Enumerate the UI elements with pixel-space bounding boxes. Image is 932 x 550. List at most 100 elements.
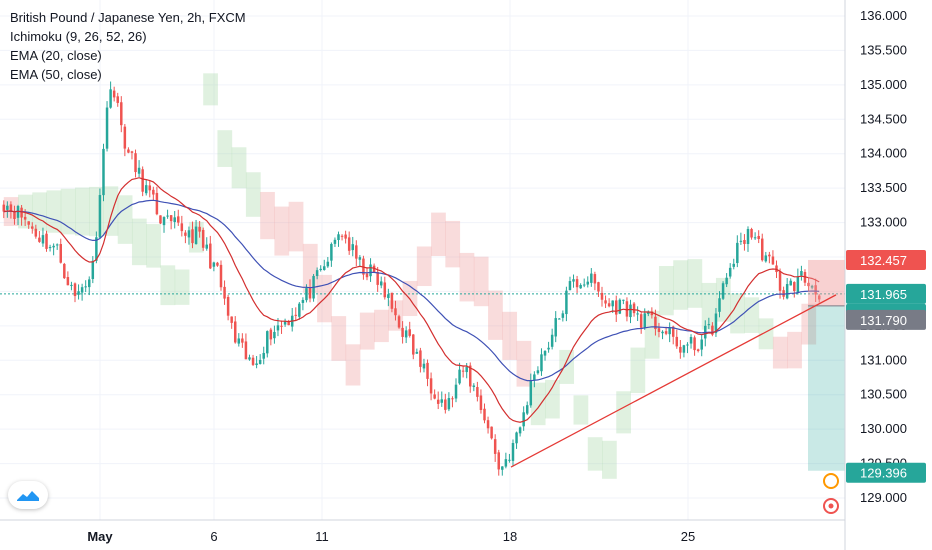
candle-body [636,313,639,315]
candle-body [13,211,16,219]
candle-body [255,363,258,366]
candle-body [743,240,746,244]
candle-body [66,277,70,286]
candle-body [298,303,301,317]
candle-body [116,96,119,103]
cloud-segment [559,349,575,384]
candle-body [582,284,586,286]
candle-body [102,148,105,196]
candle-body [59,244,63,263]
candle-body [465,366,468,373]
cloud-segment [60,188,76,235]
candle-body [757,235,760,240]
tradingview-logo[interactable] [8,481,48,509]
ichimoku-label[interactable]: Ichimoku (9, 26, 52, 26) [10,29,147,44]
cloud-segment [701,282,717,330]
cloud-segment [587,437,603,471]
cloud-segment [203,73,218,106]
candle-body [6,205,9,210]
candle-body [771,256,775,265]
candle-body [144,185,148,194]
candle-body [137,167,141,174]
candle-body [38,237,41,242]
candle-body [273,331,276,339]
candle-body [565,290,568,315]
candle-body [387,294,390,299]
y-tick-label: 133.000 [860,215,907,230]
entry-level-tag: 131.790 [860,313,907,328]
candle-body [173,217,176,223]
candle-body [319,268,322,271]
cloud-segment [416,246,432,287]
economic-event-dot [828,503,834,509]
cloud-segment [730,293,745,334]
candle-body [444,399,447,410]
cloud-segment [32,192,48,231]
cloud-segment [260,191,275,240]
cloud-segment [288,201,304,252]
candle-body [155,192,159,215]
cloud-segment [473,256,489,307]
candle-body [162,217,166,226]
candle-body [20,207,23,218]
candle-body [337,234,340,241]
candle-body [323,266,326,270]
ema20-label[interactable]: EMA (20, close) [10,48,102,63]
candle-body [230,316,233,323]
candle-body [383,282,387,298]
cloud-segment [787,331,802,369]
candle-body [308,287,312,299]
candle-body [547,347,550,350]
candle-body [287,321,290,326]
candle-body [48,247,52,249]
candle-body [664,331,668,334]
logo-icon [17,491,39,501]
candle-body [280,325,283,327]
candle-body [796,276,800,293]
uk-flag-event-icon [823,473,839,489]
symbol-title[interactable]: British Pound / Japanese Yen, 2h, FXCM [10,10,246,25]
cloud-segment [516,340,532,387]
candle-body [45,233,48,249]
ema50-label[interactable]: EMA (50, close) [10,67,102,82]
candle-body [262,352,265,359]
y-tick-label: 130.500 [860,387,907,402]
trendline [510,294,837,468]
cloud-segment [46,190,62,233]
candle-body [536,370,540,374]
candle-body [429,378,433,394]
cloud-segment [488,290,503,340]
candle-body [597,282,600,292]
last-price-tag: 131.965 [860,287,907,302]
candle-body [632,303,636,314]
candle-body [27,221,30,225]
candle-body [191,229,194,244]
candle-body [800,271,803,276]
candle-body [244,341,248,360]
candle-body [469,365,472,387]
cloud-segment [74,187,90,236]
cloud-segment [744,297,760,333]
candle-body [778,271,782,291]
candle-body [326,261,330,267]
cloud-segment [602,440,617,479]
candle-body [789,280,792,286]
cloud-segment [146,224,161,268]
candle-body [34,228,38,237]
candle-body [650,311,654,316]
cloud-segment [658,266,674,316]
candle-body [169,215,173,222]
candle-body [586,281,590,285]
candle-body [347,237,351,251]
y-tick-label: 129.000 [860,490,907,505]
candle-body [98,195,102,238]
candle-body [180,223,184,232]
short-position-tool [808,259,845,471]
candle-body [501,466,504,470]
cloud-segment [801,303,817,345]
candle-body [226,296,230,316]
candle-body [194,226,198,245]
candle-body [793,282,796,292]
y-tick-label: 135.500 [860,42,907,57]
